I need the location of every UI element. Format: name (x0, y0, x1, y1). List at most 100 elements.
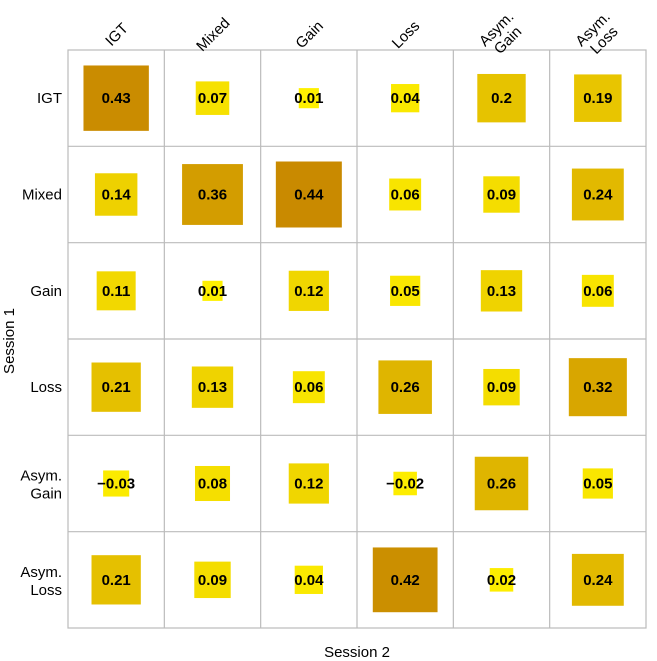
heatmap-cell (194, 561, 231, 599)
column-label-line: Gain (292, 18, 326, 52)
heatmap-cell (195, 81, 230, 115)
cell-value-label: 0.26 (487, 476, 516, 493)
heatmap-cell (571, 553, 624, 606)
column-labels: IGT Mixed Gain Loss Asym.Gain Asym.Loss (102, 8, 621, 61)
heatmap-cell (389, 178, 422, 211)
row-label-line: IGT (37, 90, 62, 107)
cell-value-label: 0.21 (102, 379, 131, 396)
heatmap-cell (393, 471, 417, 496)
cells: 0.43 0.07 0.01 0.04 0.2 0.19 0.14 0.36 0.44 0.06 0… (83, 65, 627, 613)
heatmap-cell (483, 176, 520, 213)
heatmap-cell (378, 360, 432, 414)
row-label-line: Asym. (20, 468, 62, 485)
column-label: Asym.Gain (476, 8, 529, 61)
heatmap-cell (94, 173, 138, 216)
cell-value-label: 0.06 (391, 187, 420, 204)
cell-value-label: 0.19 (583, 90, 612, 107)
cell-value-label: −0.02 (386, 476, 424, 493)
heatmap-cell (480, 270, 523, 312)
cell-value-label: 0.02 (487, 572, 516, 589)
row-label: Gain (30, 283, 62, 300)
row-label: Mixed (22, 187, 62, 204)
cell-value-label: 0.21 (102, 572, 131, 589)
cell-value-label: 0.12 (294, 283, 323, 300)
row-label-line: Loss (30, 582, 62, 599)
heatmap-cell (372, 547, 438, 613)
heatmap-cell (288, 270, 329, 311)
heatmap-cell (391, 84, 420, 113)
heatmap-cell (202, 280, 223, 301)
heatmap-cell (191, 366, 234, 408)
column-label-line: Mixed (193, 15, 233, 55)
column-label: Mixed (193, 15, 233, 55)
x-axis-title: Session 2 (324, 644, 390, 661)
column-label: Loss (389, 18, 423, 52)
heatmap-cell (489, 568, 514, 592)
cell-value-label: 0.01 (294, 90, 323, 107)
cell-value-label: 0.12 (294, 476, 323, 493)
cell-value-label: −0.03 (97, 476, 135, 493)
cell-value-label: 0.04 (391, 90, 421, 107)
cell-value-label: 0.42 (391, 572, 420, 589)
row-label-line: Gain (30, 283, 62, 300)
heatmap-cell (194, 465, 231, 502)
heatmap-cell (83, 65, 149, 131)
cell-value-label: 0.07 (198, 90, 227, 107)
heatmap-cell (571, 168, 624, 221)
grid (67, 49, 647, 629)
cell-value-label: 0.06 (583, 283, 612, 300)
heatmap-cell (294, 565, 323, 594)
cell-value-label: 0.26 (391, 379, 420, 396)
heatmap-cell (275, 161, 342, 228)
heatmap-cell (474, 456, 529, 511)
row-label-line: Gain (30, 486, 62, 503)
column-label-line: IGT (102, 20, 132, 50)
heatmap-cell (288, 463, 329, 504)
column-label: Gain (292, 18, 326, 52)
cell-value-label: 0.09 (198, 572, 227, 589)
cell-value-label: 0.05 (391, 283, 420, 300)
heatmap-cell (582, 468, 613, 499)
heatmap-cell (568, 358, 627, 417)
row-label-line: Asym. (20, 564, 62, 581)
heatmap-cell (91, 555, 141, 605)
cell-value-label: 0.2 (491, 90, 512, 107)
heatmap-cell (483, 368, 520, 406)
heatmap-cell (298, 88, 319, 109)
heatmap-cell (574, 74, 622, 122)
row-label-line: Loss (30, 379, 62, 396)
cell-value-label: 0.13 (487, 283, 516, 300)
y-axis-title: Session 1 (1, 308, 18, 374)
cell-value-label: 0.09 (487, 379, 516, 396)
row-label: Asym. Gain (20, 468, 62, 503)
heatmap-cell (477, 73, 526, 123)
cell-value-label: 0.08 (198, 476, 227, 493)
cell-value-label: 0.11 (102, 283, 130, 300)
cell-value-label: 0.43 (102, 90, 131, 107)
row-label: IGT (37, 90, 62, 107)
cell-value-label: 0.24 (583, 572, 613, 589)
cell-value-label: 0.13 (198, 379, 227, 396)
column-label-line: Loss (389, 18, 423, 52)
heatmap-cell (91, 362, 141, 412)
cell-value-label: 0.09 (487, 187, 516, 204)
heatmap-cell (103, 470, 130, 497)
cell-value-label: 0.06 (294, 379, 323, 396)
cell-value-label: 0.24 (583, 187, 613, 204)
cell-value-label: 0.05 (583, 476, 612, 493)
heatmap-cell (96, 271, 136, 311)
row-label: Asym. Loss (20, 564, 62, 599)
cell-value-label: 0.04 (294, 572, 324, 589)
heatmap-cell (292, 371, 325, 404)
cell-value-label: 0.01 (198, 283, 227, 300)
row-label: Loss (30, 379, 62, 396)
row-label-line: Mixed (22, 187, 62, 204)
cell-value-label: 0.32 (583, 379, 612, 396)
heatmap-cell (182, 164, 243, 225)
cell-value-label: 0.44 (294, 187, 324, 204)
column-label: IGT (102, 20, 132, 50)
cell-value-label: 0.36 (198, 187, 227, 204)
cell-value-label: 0.14 (102, 187, 132, 204)
